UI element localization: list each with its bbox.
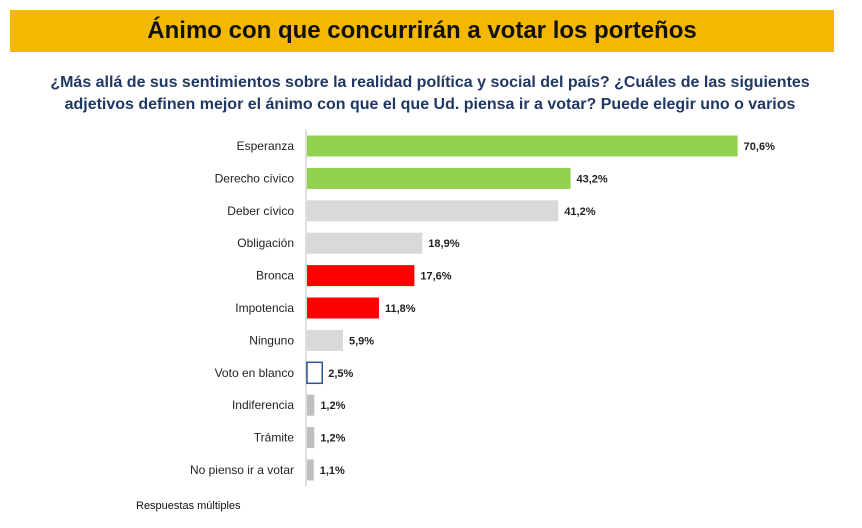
value-label: 41,2% [564,206,595,218]
bar [307,232,423,254]
value-label: 11,8% [385,303,416,315]
bar [307,329,343,351]
category-label: Voto en blanco [215,366,295,380]
category-label: Esperanza [237,139,295,153]
value-label: 5,9% [349,335,374,347]
category-label: Derecho cívico [215,171,295,185]
category-label: Ninguno [249,333,294,347]
bar [307,167,571,189]
value-label: 70,6% [744,141,775,153]
category-label: Indiferencia [232,398,294,412]
bar [306,361,323,385]
category-label: Deber cívico [227,204,294,218]
chart-title: Ánimo con que concurrirán a votar los po… [147,17,697,44]
category-label: Trámite [254,431,295,445]
value-label: 1,2% [320,433,345,445]
value-label: 1,2% [320,400,345,412]
title-bar: Ánimo con que concurrirán a votar los po… [10,10,834,52]
category-label: Bronca [256,269,294,283]
category-label: No pienso ir a votar [190,463,294,477]
bar [307,200,559,222]
value-label: 17,6% [420,271,451,283]
bar [307,394,315,416]
chart-subtitle: ¿Más allá de sus sentimientos sobre la r… [50,74,810,113]
value-label: 2,5% [328,368,353,380]
bar [307,135,738,157]
value-label: 18,9% [428,238,459,250]
bar [307,427,315,449]
category-label: Impotencia [235,301,294,315]
value-label: 1,1% [320,465,345,477]
bar [307,459,314,481]
category-label: Obligación [237,236,294,250]
bar [307,297,379,319]
footnote: Respuestas múltiples [136,500,241,512]
bar [307,265,415,287]
value-label: 43,2% [577,173,608,185]
